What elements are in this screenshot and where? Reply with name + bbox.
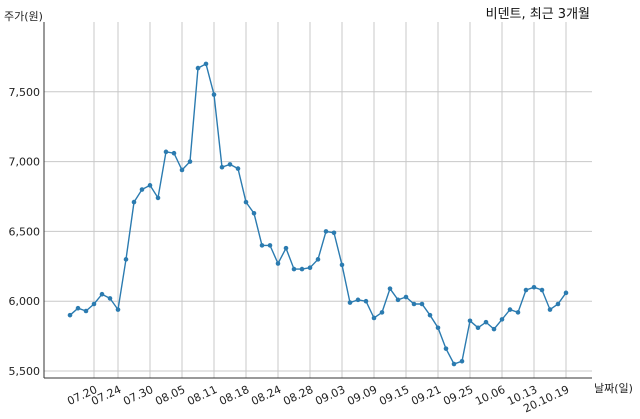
data-point xyxy=(563,290,569,296)
data-point xyxy=(419,301,425,307)
data-point xyxy=(75,305,81,311)
x-tick-label: 08.28 xyxy=(281,383,315,408)
data-point xyxy=(467,318,473,324)
y-tick-label: 6,000 xyxy=(9,295,41,308)
data-point xyxy=(339,262,345,268)
data-point xyxy=(67,312,73,318)
data-point xyxy=(539,287,545,293)
y-axis-label: 주가(원) xyxy=(4,10,43,23)
x-tick-label: 09.21 xyxy=(409,383,443,408)
x-tick-label: 08.11 xyxy=(185,383,219,408)
y-tick-label: 7,500 xyxy=(9,86,41,99)
data-point xyxy=(147,183,153,188)
data-point xyxy=(211,92,217,97)
series-layer xyxy=(67,61,569,367)
x-tick-label: 07.30 xyxy=(121,383,155,408)
data-point xyxy=(251,210,257,216)
data-point xyxy=(299,266,305,272)
x-tick-label: 08.24 xyxy=(249,383,283,408)
data-point xyxy=(131,199,137,205)
x-tick-label: 08.18 xyxy=(217,383,251,408)
data-point xyxy=(163,149,169,155)
grid-layer xyxy=(44,22,592,378)
axis-layer: 5,5006,0006,5007,0007,50007.2007.2407.30… xyxy=(9,22,592,415)
data-point xyxy=(355,297,361,303)
data-point xyxy=(371,315,377,321)
y-tick-label: 5,500 xyxy=(9,365,41,378)
series-line xyxy=(69,62,567,365)
data-point xyxy=(123,257,129,262)
data-point xyxy=(115,307,121,312)
data-point xyxy=(139,187,145,192)
data-point xyxy=(243,199,249,205)
data-point xyxy=(435,325,441,331)
data-point xyxy=(411,301,417,307)
x-tick-label: 09.03 xyxy=(313,383,347,408)
x-axis-label: 날짜(일) xyxy=(594,381,633,395)
data-point xyxy=(507,307,513,312)
data-point xyxy=(331,230,337,236)
data-point xyxy=(547,307,553,312)
data-point xyxy=(107,296,113,301)
data-point xyxy=(315,257,321,262)
data-point xyxy=(275,261,281,266)
data-point xyxy=(219,164,225,170)
data-point xyxy=(283,245,289,251)
data-point xyxy=(235,166,241,171)
data-point xyxy=(475,325,481,331)
data-point xyxy=(195,65,201,71)
data-point xyxy=(203,61,209,67)
data-point xyxy=(363,298,369,304)
x-tick-label: 09.09 xyxy=(345,383,379,408)
data-point xyxy=(379,310,385,315)
data-point xyxy=(531,284,537,290)
data-point xyxy=(171,150,177,156)
data-point xyxy=(515,310,521,315)
x-tick-label: 08.05 xyxy=(153,383,187,408)
data-point xyxy=(83,308,89,314)
data-point xyxy=(483,319,489,325)
data-point xyxy=(259,243,265,248)
x-tick-label: 10.06 xyxy=(473,383,507,408)
data-point xyxy=(395,297,401,303)
x-tick-label: 09.25 xyxy=(441,383,475,408)
data-point xyxy=(179,167,185,173)
data-point xyxy=(323,229,329,234)
data-point xyxy=(307,265,313,271)
data-point xyxy=(443,346,449,351)
y-tick-label: 7,000 xyxy=(9,156,41,169)
data-point xyxy=(91,301,97,307)
data-point xyxy=(187,159,193,164)
data-point xyxy=(99,291,105,297)
data-point xyxy=(387,286,393,291)
label-layer: 비덴트, 최근 3개월 주가(원) 날짜(일) xyxy=(4,7,633,395)
data-point xyxy=(491,326,497,332)
y-tick-label: 6,500 xyxy=(9,225,41,238)
data-point xyxy=(403,294,409,300)
data-point xyxy=(459,358,465,364)
data-point xyxy=(427,312,433,318)
data-point xyxy=(451,361,457,367)
chart-title: 비덴트, 최근 3개월 xyxy=(486,7,590,22)
data-point xyxy=(523,287,529,293)
data-point xyxy=(155,195,161,201)
x-tick-label: 09.15 xyxy=(377,383,411,408)
data-point xyxy=(227,162,233,167)
data-point xyxy=(499,317,505,322)
data-point xyxy=(291,266,297,272)
data-point xyxy=(267,243,273,248)
data-point xyxy=(555,301,561,307)
data-point xyxy=(347,300,353,305)
